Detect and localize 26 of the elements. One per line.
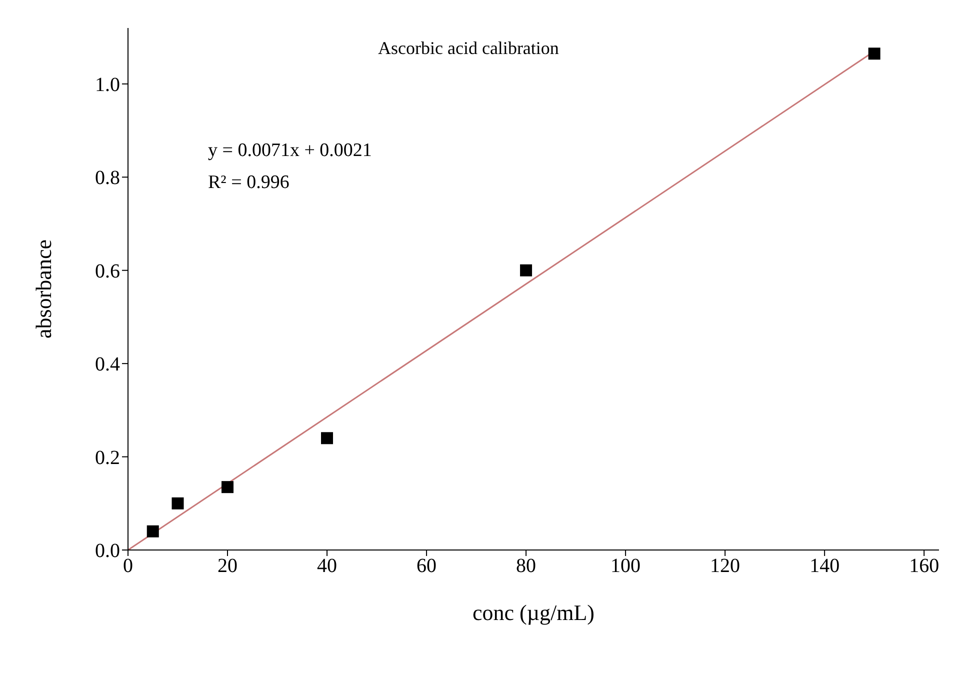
y-tick-label: 0.4 — [95, 354, 120, 376]
x-tick-label: 140 — [810, 555, 840, 578]
x-tick-label: 0 — [123, 555, 133, 578]
point — [222, 481, 234, 494]
x-tick-label: 100 — [610, 555, 641, 578]
point — [146, 525, 159, 538]
annotation: R² = 0.996 — [208, 172, 290, 194]
text: Ascorbic acid calibration — [378, 38, 559, 59]
y-tick-label: 0.6 — [95, 260, 120, 282]
y-tick-label: 0.0 — [95, 540, 120, 562]
y-tick-label: 1.0 — [95, 74, 120, 96]
x-tick-label: 80 — [516, 555, 536, 578]
x-tick-label: 120 — [710, 555, 740, 578]
annotation: y = 0.0071x + 0.0021 — [208, 140, 372, 162]
point — [172, 497, 184, 510]
y-tick-label: 0.2 — [95, 446, 120, 469]
x-tick-label: 40 — [317, 555, 338, 578]
point — [321, 432, 334, 444]
x-tick-label: 160 — [909, 555, 940, 578]
x-tick-label: 20 — [218, 555, 238, 578]
x-axis-title: conc (µg/mL) — [472, 600, 595, 625]
x-tick-label: 60 — [416, 555, 437, 578]
y-axis-title: absorbance — [30, 240, 56, 338]
point — [520, 264, 532, 276]
y-tick-label: 0.8 — [95, 167, 120, 190]
point — [868, 48, 880, 60]
